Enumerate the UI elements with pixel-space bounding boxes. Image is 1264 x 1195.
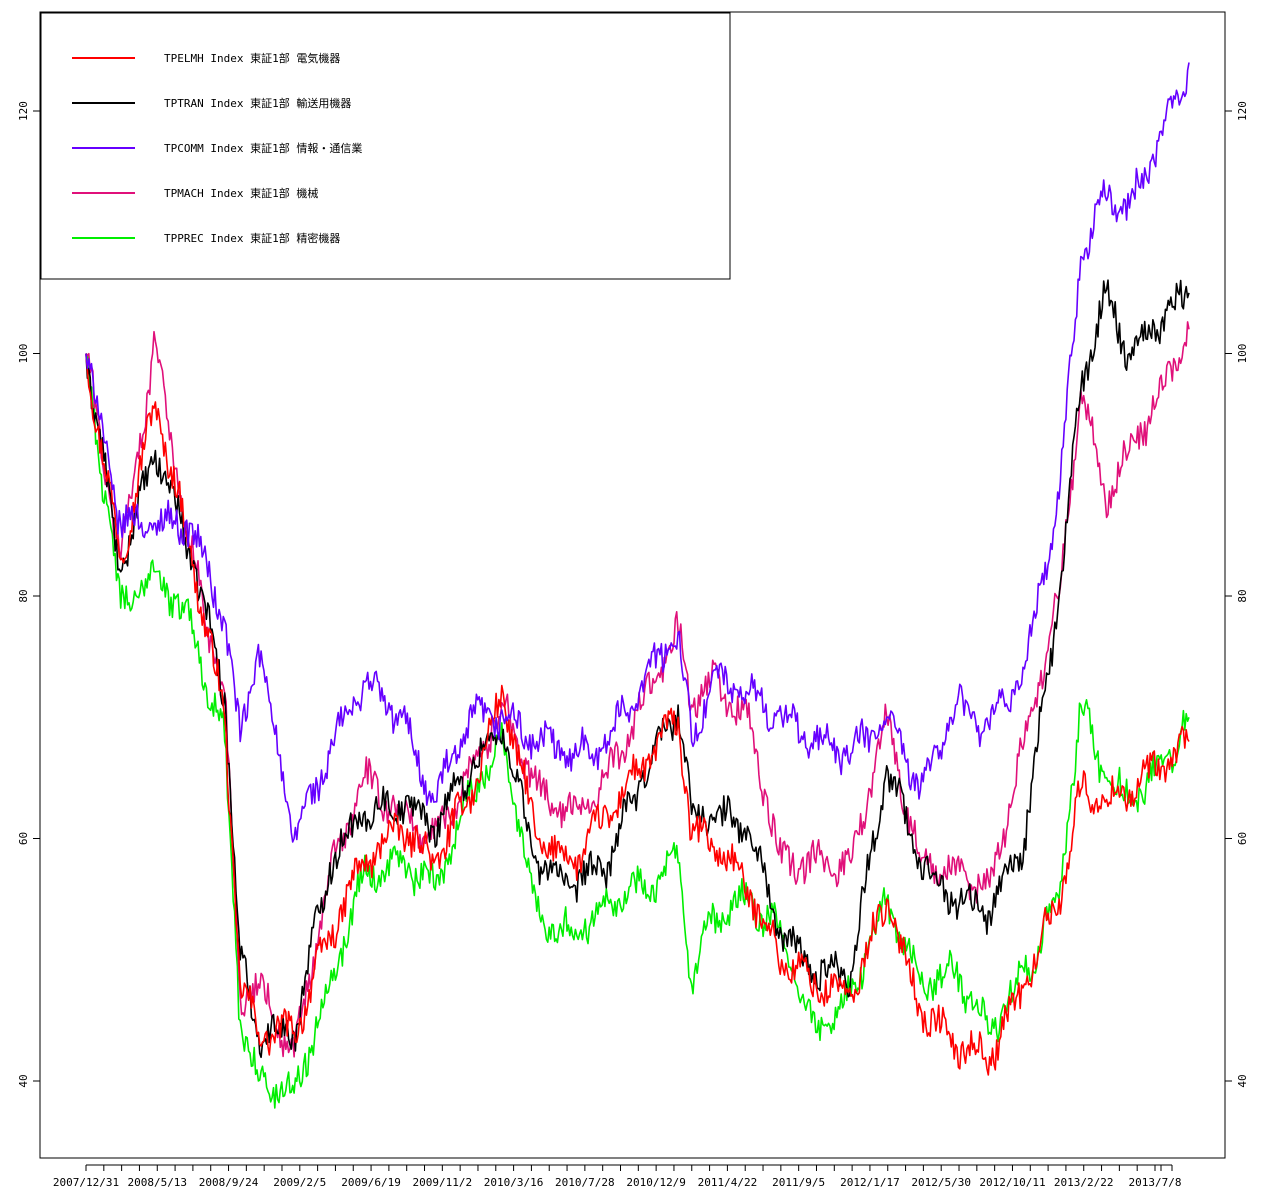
x-tick-label: 2011/9/5 (772, 1176, 825, 1189)
plot-frame (39, 11, 1226, 1159)
y-tick-label-right: 40 (1236, 1074, 1249, 1087)
legend-box (40, 12, 731, 280)
x-tick-label: 2010/7/28 (555, 1176, 615, 1189)
x-tick-label: 2007/12/31 (53, 1176, 119, 1189)
series-line-4 (85, 321, 1190, 1058)
x-tick-label: 2012/1/17 (840, 1176, 900, 1189)
x-tick-label: 2009/11/2 (413, 1176, 473, 1189)
y-axis-left: 40 60 80 100 120 (17, 101, 40, 1088)
x-tick-label: 2008/5/13 (127, 1176, 187, 1189)
x-tick-label: 2012/10/11 (979, 1176, 1045, 1189)
legend: TPELMH Index 東証1部 電気機器 TPTRAN Index 東証1部 … (40, 12, 731, 280)
y-tick-label-right: 80 (1236, 589, 1249, 602)
x-tick-label: 2009/6/19 (341, 1176, 401, 1189)
x-tick-label: 2013/2/22 (1054, 1176, 1114, 1189)
series-line-3 (85, 62, 1190, 843)
legend-label: TPMACH Index 東証1部 機械 (164, 186, 318, 200)
x-tick-label: 2009/2/5 (273, 1176, 326, 1189)
legend-label: TPELMH Index 東証1部 電気機器 (164, 51, 340, 65)
y-tick-label-left: 100 (17, 344, 30, 364)
legend-label: TPCOMM Index 東証1部 情報・通信業 (164, 141, 362, 155)
y-tick-label-left: 40 (17, 1074, 30, 1087)
y-tick-label-left: 80 (17, 589, 30, 602)
x-tick-label: 2011/4/22 (698, 1176, 758, 1189)
y-axis-right: 40 60 80 100 120 (1225, 101, 1249, 1088)
x-tick-label: 2012/5/30 (911, 1176, 971, 1189)
x-tick-label: 2010/3/16 (484, 1176, 544, 1189)
series-line-2 (85, 279, 1190, 1059)
x-axis: 2007/12/31 2008/5/13 2008/9/24 2009/2/5 2009… (53, 1164, 1182, 1189)
x-tick-label: 2008/9/24 (199, 1176, 259, 1189)
y-tick-label-right: 100 (1236, 344, 1249, 364)
series-layer (85, 62, 1190, 1109)
x-tick-label: 2013/7/8 (1129, 1176, 1182, 1189)
y-tick-label-left: 60 (17, 832, 30, 845)
series-line-1 (85, 353, 1190, 1076)
y-tick-label-left: 120 (17, 101, 30, 121)
legend-label: TPTRAN Index 東証1部 輸送用機器 (164, 96, 351, 110)
legend-label: TPPREC Index 東証1部 精密機器 (164, 231, 340, 245)
y-tick-label-right: 60 (1236, 832, 1249, 845)
x-tick-label: 2010/12/9 (626, 1176, 686, 1189)
y-tick-label-right: 120 (1236, 101, 1249, 121)
